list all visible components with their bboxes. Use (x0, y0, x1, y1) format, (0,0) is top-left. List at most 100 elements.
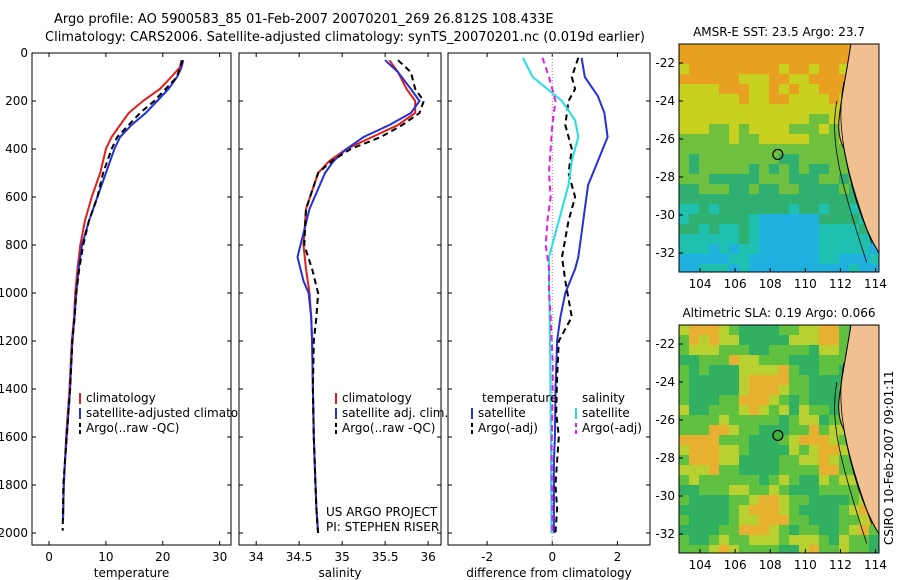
map-cell (819, 385, 829, 395)
map-cell (829, 124, 839, 134)
x-tick-label: -2 (481, 550, 493, 564)
map-cell (709, 164, 719, 174)
map-cell (799, 425, 809, 435)
map-cell (739, 435, 749, 445)
map-cell (749, 184, 759, 194)
map-cell (839, 485, 849, 495)
map-cell (689, 124, 699, 134)
map-cell (719, 445, 729, 455)
map-cell (769, 385, 779, 395)
x-tick-label: 36 (420, 550, 435, 564)
map-cell (739, 415, 749, 425)
map-cell (699, 435, 709, 445)
map-cell (699, 365, 709, 375)
map-cell (769, 204, 779, 214)
map-cell (739, 485, 749, 495)
map-cell (779, 405, 789, 415)
map-cell (749, 84, 759, 94)
map-cell (779, 174, 789, 184)
map-cell (819, 375, 829, 385)
map-cell (749, 425, 759, 435)
y-tick-label: 800 (5, 238, 28, 252)
map-cell (719, 234, 729, 244)
map-cell (819, 325, 829, 335)
map-cell (759, 375, 769, 385)
map-cell (839, 535, 849, 545)
map-cell (769, 495, 779, 505)
sal-legend-1-label: satellite adj. clim. (342, 406, 448, 420)
diff-legend-sal-argo-label: Argo(-adj) (582, 421, 642, 435)
map-cell (839, 254, 849, 264)
map-cell (709, 375, 719, 385)
x-axis-label: temperature (94, 566, 169, 580)
map-cell (799, 214, 809, 224)
map-cell (749, 455, 759, 465)
map-cell (779, 335, 789, 345)
map-cell (769, 54, 779, 64)
map-cell (799, 345, 809, 355)
map-cell (749, 375, 759, 385)
map-cell (689, 345, 699, 355)
y-tick-label: 1200 (0, 334, 28, 348)
map-cell (749, 194, 759, 204)
map-cell (709, 194, 719, 204)
map-cell (709, 154, 719, 164)
map-cell (809, 525, 819, 535)
map-cell (829, 224, 839, 234)
map-cell (739, 204, 749, 214)
map-x-tick-label: 112 (829, 558, 852, 572)
x-tick-label: 35 (335, 550, 350, 564)
map-cell (809, 154, 819, 164)
map-cell (719, 124, 729, 134)
map-cell (779, 525, 789, 535)
bathymetry-contour (840, 362, 873, 525)
map-cell (779, 485, 789, 495)
map-cell (689, 214, 699, 224)
map-cell (729, 385, 739, 395)
map-cell (839, 525, 849, 535)
map-cell (739, 495, 749, 505)
map-cell (729, 104, 739, 114)
map-cell (729, 445, 739, 455)
map-cell (779, 154, 789, 164)
map-cell (729, 54, 739, 64)
map-cell (829, 94, 839, 104)
map-cell (739, 54, 749, 64)
map-cell (749, 465, 759, 475)
map-cell (719, 194, 729, 204)
map-cell (739, 385, 749, 395)
map-cell (809, 485, 819, 495)
map-cell (699, 64, 709, 74)
map-cell (749, 505, 759, 515)
map-cell (679, 84, 689, 94)
map-cell (809, 385, 819, 395)
map-cell (689, 104, 699, 114)
map-cell (859, 224, 869, 234)
map-cell (709, 515, 719, 525)
map-cell (729, 174, 739, 184)
map-cell (759, 425, 769, 435)
map-cell (779, 505, 789, 515)
map-cell (769, 264, 779, 272)
map-cell (819, 545, 829, 553)
map-cell (799, 525, 809, 535)
map-cell (829, 465, 839, 475)
map-cell (729, 74, 739, 84)
map-cell (779, 104, 789, 114)
map-cell (839, 44, 849, 54)
map-cell (749, 525, 759, 535)
map-cell (699, 84, 709, 94)
map-cell (719, 84, 729, 94)
map-cell (739, 405, 749, 415)
map-cell (699, 264, 709, 272)
map-cell (689, 74, 699, 84)
map-cell (849, 505, 859, 515)
map-cell (829, 495, 839, 505)
map-cell (809, 224, 819, 234)
map-cell (809, 134, 819, 144)
map-cell (689, 375, 699, 385)
map-cell (799, 154, 809, 164)
map-cell (739, 194, 749, 204)
map-cell (779, 194, 789, 204)
map-cell (719, 365, 729, 375)
